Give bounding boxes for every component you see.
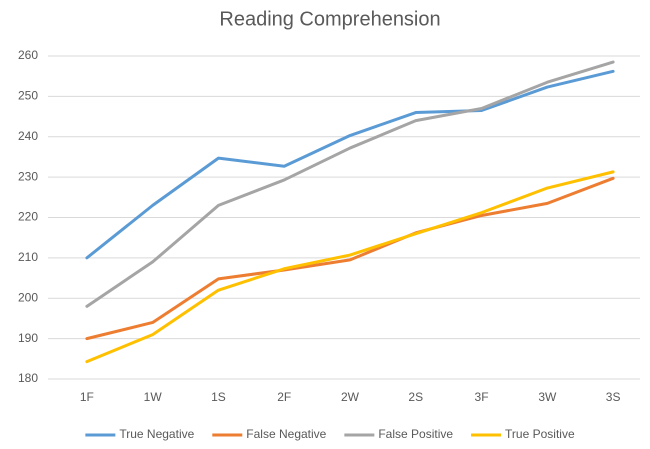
line-series xyxy=(85,170,615,364)
legend-label: True Negative xyxy=(119,427,194,441)
legend: True Negative False Negative False Positiv… xyxy=(85,427,575,441)
x-tick-label: 3W xyxy=(538,390,557,404)
legend-label: True Positive xyxy=(505,427,575,441)
line-series xyxy=(85,176,615,341)
x-tick-label: 1W xyxy=(144,390,163,404)
line-series xyxy=(85,69,615,260)
x-tick-label: 2F xyxy=(277,390,291,404)
y-tick-label: 240 xyxy=(18,129,38,143)
x-tick-label: 1F xyxy=(80,390,94,404)
y-tick-label: 180 xyxy=(18,371,38,385)
line-series xyxy=(85,60,615,308)
y-tick-label: 230 xyxy=(18,169,38,183)
x-tick-label: 1S xyxy=(211,390,226,404)
x-tick-label: 3F xyxy=(475,390,489,404)
y-tick-label: 200 xyxy=(18,290,38,304)
legend-label: False Negative xyxy=(246,427,326,441)
x-tick-label: 3S xyxy=(606,390,621,404)
y-tick-label: 210 xyxy=(18,250,38,264)
chart-title: Reading Comprehension xyxy=(219,8,440,30)
y-tick-label: 260 xyxy=(18,48,38,62)
x-tick-label: 2W xyxy=(341,390,360,404)
legend-label: False Positive xyxy=(378,427,453,441)
x-tick-label: 2S xyxy=(408,390,423,404)
y-tick-label: 190 xyxy=(18,331,38,345)
y-tick-label: 220 xyxy=(18,210,38,224)
y-tick-label: 250 xyxy=(18,89,38,103)
